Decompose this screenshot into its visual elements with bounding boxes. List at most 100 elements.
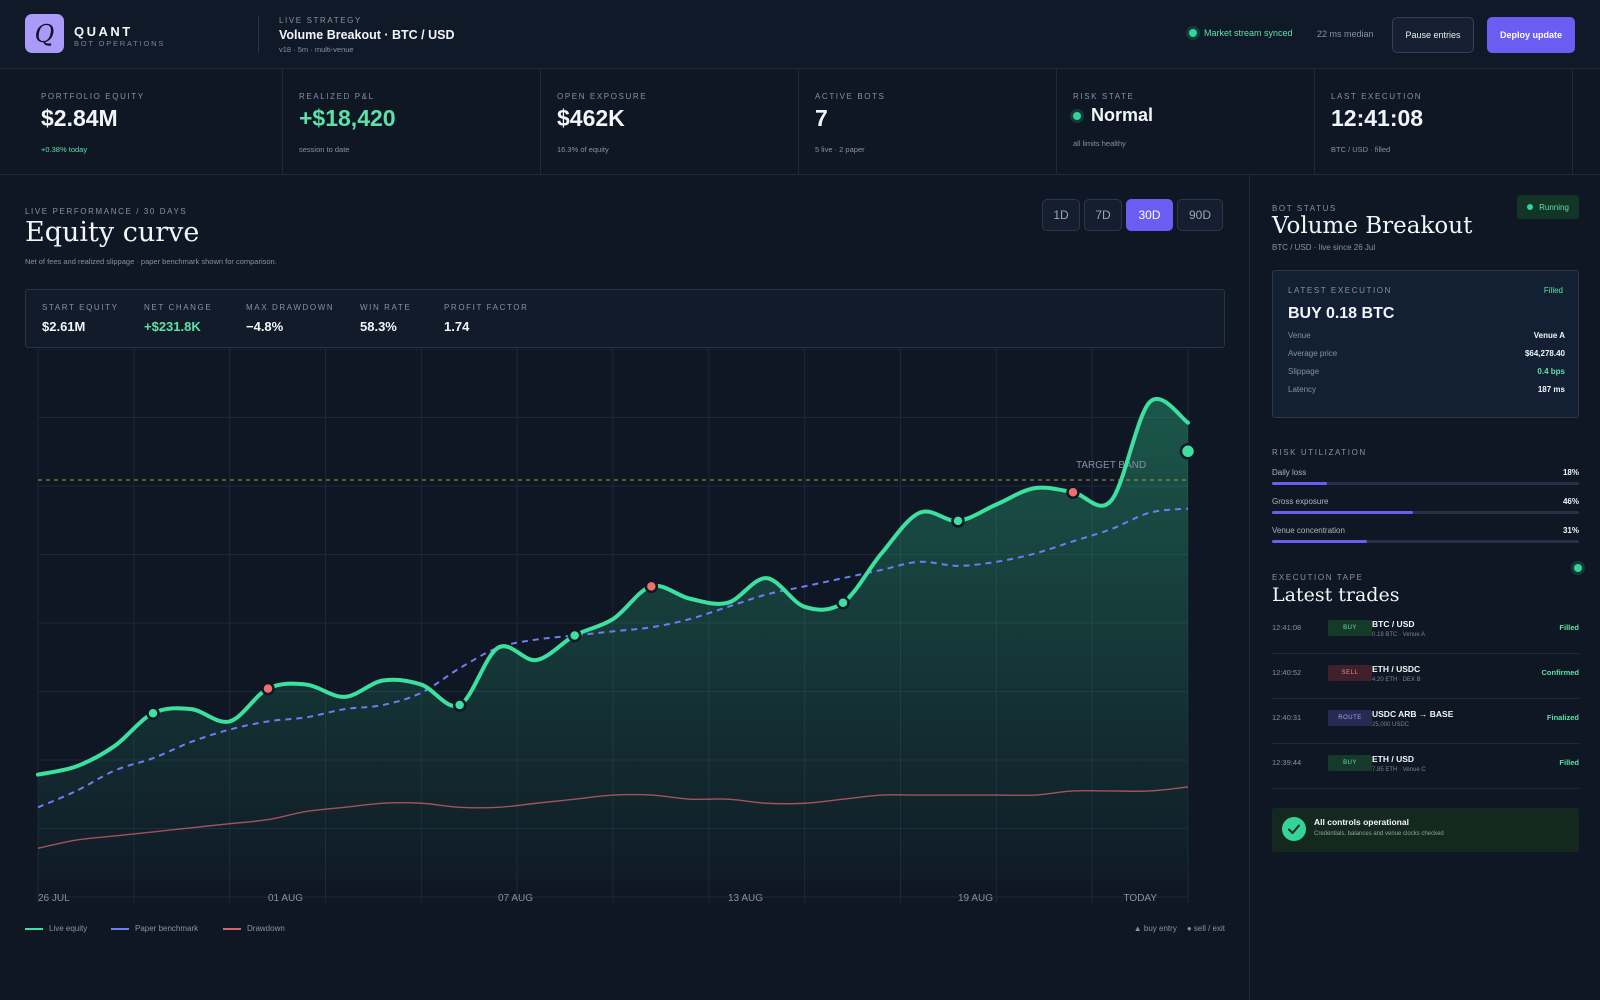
stat-value: +$231.8K <box>144 319 201 334</box>
legend-live-equity[interactable]: Live equity <box>25 924 87 933</box>
stat-label: START EQUITY <box>42 303 119 312</box>
exec-latency-row: Latency 187 ms <box>1288 385 1565 394</box>
controls-title: All controls operational <box>1314 817 1409 827</box>
trade-side-badge: ROUTE <box>1328 710 1372 726</box>
header-divider <box>258 16 259 53</box>
trade-status: Filled <box>1559 623 1579 632</box>
sell-marker <box>261 681 275 696</box>
kpi-sub: BTC / USD · filled <box>1331 145 1391 154</box>
strategy-title[interactable]: Volume Breakout · BTC / USD <box>279 28 455 42</box>
buy-marker <box>567 628 582 643</box>
chart-legend: Live equity Paper benchmark Drawdown ▲ b… <box>25 924 1225 938</box>
equity-area <box>38 398 1188 881</box>
stat-max-drawdown: MAX DRAWDOWN −4.8% <box>246 303 334 336</box>
stat-value: 1.74 <box>444 319 470 334</box>
stat-value: $2.61M <box>42 319 86 334</box>
latency-readout: 22 ms median <box>1317 29 1374 39</box>
legend-label: Drawdown <box>247 924 285 933</box>
kv-value: 0.4 bps <box>1537 367 1565 376</box>
trade-status: Finalized <box>1546 713 1579 722</box>
performance-subtitle: Net of fees and realized slippage · pape… <box>25 257 277 266</box>
kpi-strip: PORTFOLIO EQUITY $2.84M +0.38% today REA… <box>0 69 1600 175</box>
stat-net-change: NET CHANGE +$231.8K <box>144 303 212 336</box>
legend-paper-benchmark[interactable]: Paper benchmark <box>111 924 198 933</box>
exec-status: Filled <box>1543 286 1563 295</box>
sell-marker <box>1066 485 1080 499</box>
kpi-value: $2.84M <box>41 105 118 131</box>
legend-drawdown[interactable]: Drawdown <box>223 924 285 933</box>
side-panel: BOT STATUS Running Volume Breakout BTC /… <box>1250 175 1600 1000</box>
x-tick-label: 26 JUL <box>38 893 70 904</box>
range-1d-button[interactable]: 1D <box>1042 199 1080 231</box>
kpi-sub: 16.3% of equity <box>557 145 609 154</box>
brand-name: QUANT <box>74 24 133 39</box>
trade-time: 12:39:44 <box>1272 758 1302 767</box>
risk-dot-icon <box>1073 111 1081 120</box>
legend-swatch <box>25 927 43 930</box>
kpi-realized-pnl: REALIZED P&L +$18,420 session to date <box>283 69 541 175</box>
util-fill <box>1272 511 1414 514</box>
marker-legend: ▲ buy entry ● sell / exit <box>1134 924 1225 933</box>
pause-entries-button[interactable]: Pause entries <box>1392 17 1474 53</box>
check-icon <box>1282 817 1306 841</box>
x-tick-label: 19 AUG <box>958 893 993 904</box>
sync-status: Market stream synced <box>1189 28 1293 38</box>
kpi-active-bots: ACTIVE BOTS 7 5 live · 2 paper <box>799 69 1057 175</box>
x-tick-label: 13 AUG <box>728 893 763 904</box>
kpi-sub: session to date <box>299 145 350 154</box>
legend-label: Paper benchmark <box>135 924 199 933</box>
kpi-value: 12:41:08 <box>1331 105 1424 131</box>
buy-marker <box>951 514 965 528</box>
util-pct: 18% <box>1562 468 1579 477</box>
util-label: Venue concentration <box>1272 526 1345 535</box>
equity-line <box>36 397 1190 777</box>
range-90d-button[interactable]: 90D <box>1177 199 1223 231</box>
kpi-label: LAST EXECUTION <box>1331 92 1423 101</box>
performance-title: Equity curve <box>25 217 200 248</box>
stat-start-equity: START EQUITY $2.61M <box>42 303 119 336</box>
sell-marker <box>644 579 659 594</box>
equity-chart[interactable]: TARGET BAND 26 JUL 01 AUG 07 AUG 13 AUG 19 AU… <box>25 349 1225 933</box>
kpi-label: PORTFOLIO EQUITY <box>41 92 145 101</box>
trade-pair: BTC / USD <box>1372 619 1415 629</box>
stat-value: −4.8% <box>246 319 284 334</box>
trade-pair: ETH / USDC <box>1372 664 1421 674</box>
kpi-risk-state: RISK STATE Normal all limits healthy <box>1057 69 1315 175</box>
range-7d-button[interactable]: 7D <box>1084 199 1122 231</box>
trade-status: Confirmed <box>1541 668 1580 677</box>
kv-key: Latency <box>1288 385 1317 394</box>
util-fill <box>1272 540 1368 543</box>
util-track <box>1272 482 1579 485</box>
range-30d-button[interactable]: 30D <box>1126 199 1173 231</box>
trade-detail: 0.18 BTC · Venue A <box>1372 632 1426 638</box>
trade-row[interactable]: 12:40:52 SELL ETH / USDC 4.20 ETH · DEX … <box>1272 654 1579 699</box>
util-label: Daily loss <box>1272 468 1307 477</box>
controls-sub: Credentials, balances and venue clocks c… <box>1314 831 1444 837</box>
trade-time: 12:41:08 <box>1272 623 1302 632</box>
stat-label: MAX DRAWDOWN <box>246 303 335 312</box>
trade-side-badge: BUY <box>1328 755 1372 771</box>
stat-profit-factor: PROFIT FACTOR 1.74 <box>444 303 529 336</box>
kpi-sub: +0.38% today <box>41 145 88 154</box>
legend-swatch <box>111 927 129 930</box>
trade-pair: USDC ARB → BASE <box>1372 709 1454 719</box>
legend-swatch <box>223 927 241 930</box>
kpi-value: +$18,420 <box>299 105 396 131</box>
quant-logo[interactable]: Q <box>25 14 64 53</box>
util-pct: 31% <box>1562 526 1579 535</box>
deploy-update-button[interactable]: Deploy update <box>1487 17 1575 53</box>
exec-venue-row: Venue Venue A <box>1288 331 1565 340</box>
legend-label: Live equity <box>49 924 88 933</box>
trade-row[interactable]: 12:40:31 ROUTE USDC ARB → BASE 25,000 US… <box>1272 699 1579 744</box>
trade-row[interactable]: 12:41:08 BUY BTC / USD 0.18 BTC · Venue … <box>1272 609 1579 654</box>
trade-row[interactable]: 12:39:44 BUY ETH / USD 7.85 ETH · Venue … <box>1272 744 1579 789</box>
live-dot-icon <box>1574 564 1582 572</box>
kpi-open-exposure: OPEN EXPOSURE $462K 16.3% of equity <box>541 69 799 175</box>
kpi-label: REALIZED P&L <box>299 92 375 101</box>
x-tick-label: 01 AUG <box>268 893 303 904</box>
risk-gross-exposure: Gross exposure 46% <box>1272 497 1579 514</box>
kv-key: Slippage <box>1288 367 1320 376</box>
running-label: Running <box>1539 202 1569 212</box>
stat-value: 58.3% <box>360 319 397 334</box>
risk-state-row: Normal <box>1073 105 1153 126</box>
